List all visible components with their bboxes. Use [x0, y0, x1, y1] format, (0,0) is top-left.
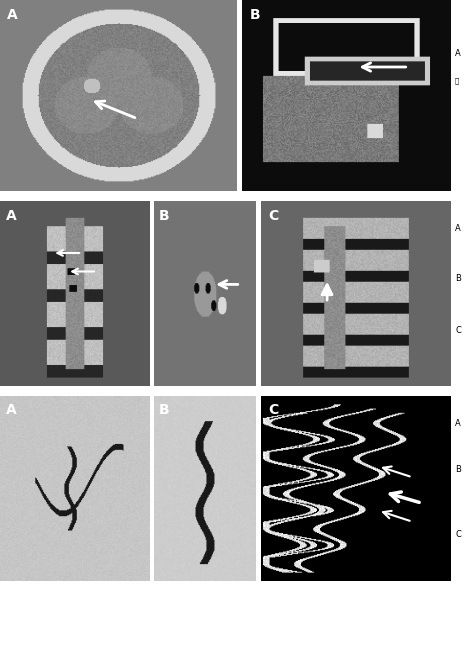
Text: A: A [7, 8, 18, 21]
Text: C: C [268, 208, 279, 223]
Text: C: C [455, 326, 461, 335]
Text: C: C [455, 530, 461, 539]
Text: B: B [455, 465, 461, 474]
Text: B: B [159, 403, 170, 417]
Text: A: A [455, 225, 461, 234]
Text: A: A [455, 49, 461, 58]
Text: 側: 側 [455, 77, 459, 84]
Text: B: B [250, 8, 261, 21]
Text: A: A [455, 419, 461, 428]
Text: A: A [6, 208, 17, 223]
Text: B: B [159, 208, 170, 223]
Text: C: C [268, 403, 279, 417]
Text: B: B [455, 275, 461, 284]
Text: A: A [6, 403, 17, 417]
